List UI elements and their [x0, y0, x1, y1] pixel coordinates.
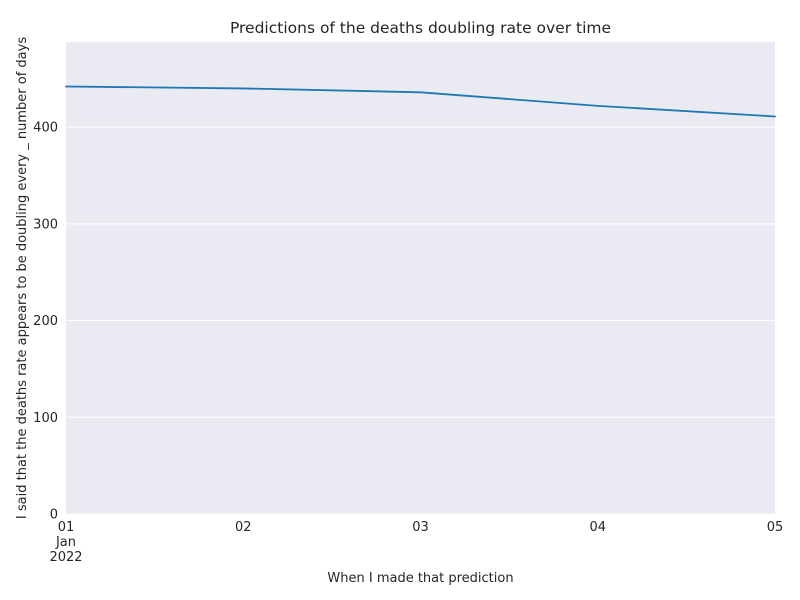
- y-axis-label: I said that the deaths rate appears to b…: [15, 37, 30, 519]
- series-group: [65, 85, 776, 118]
- x-tick-label-day: 04: [589, 520, 606, 535]
- y-tick-label: 100: [33, 411, 58, 426]
- chart-title: Predictions of the deaths doubling rate …: [230, 19, 611, 37]
- x-tick-label-year: 2022: [49, 550, 82, 565]
- x-tick-label-day: 05: [767, 520, 784, 535]
- plot-area: [66, 42, 775, 514]
- x-axis-label: When I made that prediction: [327, 571, 513, 586]
- x-tick-label-day: 02: [235, 520, 252, 535]
- x-tick-label-day: 01: [58, 520, 75, 535]
- y-tick-label: 300: [33, 217, 58, 232]
- x-tick-label-day: 03: [412, 520, 429, 535]
- grid-lines: [66, 126, 775, 515]
- y-axis-ticks: 0 100 200 300 400: [33, 121, 58, 523]
- y-tick-label: 0: [50, 508, 58, 523]
- y-tick-label: 400: [33, 121, 58, 136]
- series-line-0: [65, 85, 776, 118]
- x-tick-label-month: Jan: [55, 535, 76, 550]
- y-tick-label: 200: [33, 314, 58, 329]
